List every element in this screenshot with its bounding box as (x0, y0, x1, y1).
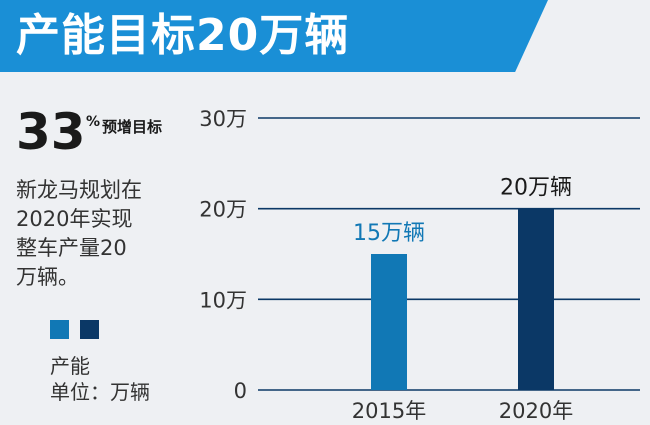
growth-percent-label: 预增目标 (102, 118, 163, 136)
data-label: 20万辆 (500, 176, 572, 201)
y-tick-label: 20万 (199, 198, 247, 222)
description-line: 2020年实现 (16, 207, 133, 231)
description-line: 新龙马规划在 (16, 178, 142, 202)
bar (371, 254, 407, 390)
x-tick-label: 2020年 (499, 399, 573, 423)
legend-swatch-2020 (80, 320, 99, 339)
data-label: 15万辆 (353, 221, 425, 246)
bar (518, 208, 554, 390)
unit-label: 单位：万辆 (50, 380, 150, 404)
y-tick-label: 10万 (199, 288, 247, 312)
growth-percent-value: 33 (16, 103, 86, 161)
legend-swatch-2015 (50, 320, 69, 339)
percent-symbol: % (86, 114, 101, 130)
description-line: 整车产量20 (16, 236, 127, 260)
page-title: 产能目标20万辆 (16, 10, 350, 61)
description-text: 新龙马规划在 2020年实现 整车产量20 万辆。 (16, 176, 184, 292)
y-tick-label: 30万 (199, 107, 247, 131)
y-tick-label: 0 (234, 379, 247, 403)
title-banner: 产能目标20万辆 (0, 0, 548, 72)
description-line: 万辆。 (16, 265, 79, 289)
x-tick-label: 2015年 (352, 399, 426, 423)
legend-label: 产能 (50, 354, 90, 378)
